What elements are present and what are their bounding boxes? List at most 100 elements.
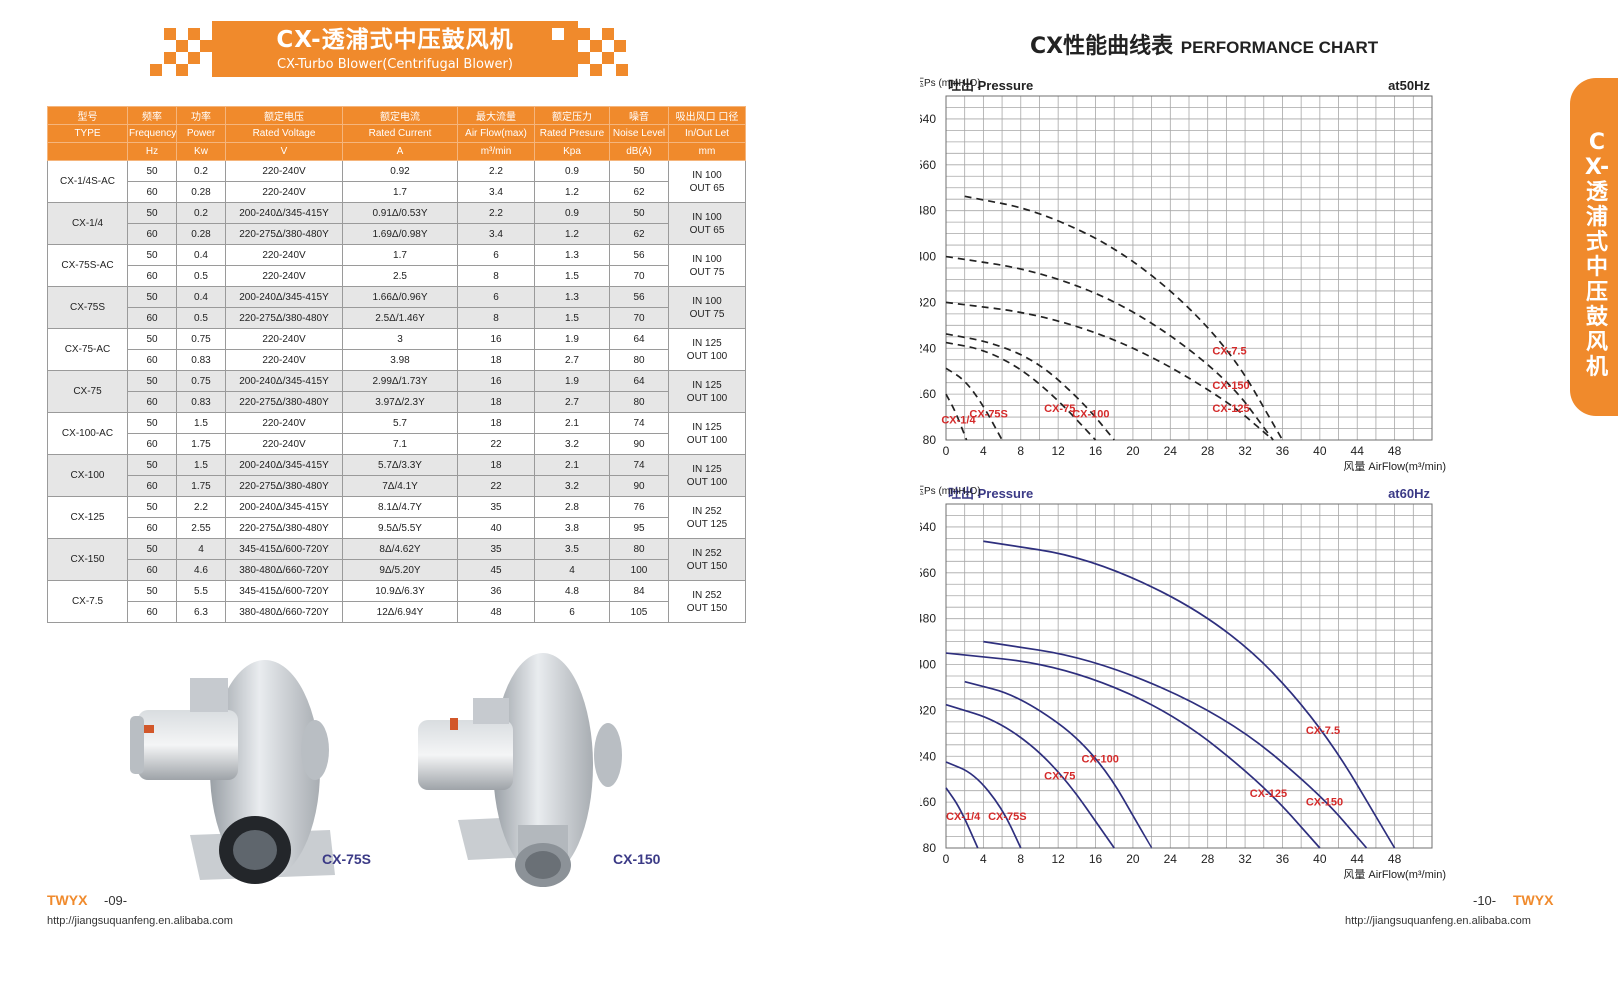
table-cell: 36 xyxy=(457,580,535,602)
table-cell: 5.5 xyxy=(176,580,226,602)
series-line-cx-1-4 xyxy=(945,393,968,441)
model-name: CX-100-AC xyxy=(47,412,128,455)
table-header-cell: 频率 xyxy=(127,106,177,125)
series-label: CX-75S xyxy=(988,811,1027,823)
table-header-cell: Kpa xyxy=(534,142,610,161)
table-header-cell: mm xyxy=(668,142,746,161)
port-in: IN 252 xyxy=(692,547,722,559)
table-cell: 220-275Δ/380-480Y xyxy=(225,223,343,245)
x-tick-label: 8 xyxy=(1017,852,1024,866)
table-cell: 2.55 xyxy=(176,517,226,539)
series-label: CX-1/4 xyxy=(946,811,981,823)
page-number-right: -10- xyxy=(1473,893,1497,908)
series-label: CX-1/4 xyxy=(941,414,976,426)
port-size: IN 100 OUT 65 xyxy=(668,202,746,245)
blower-photo-cx-75s xyxy=(130,660,335,884)
blower-photo-cx-150 xyxy=(418,653,622,887)
table-cell: 2.5 xyxy=(342,265,458,287)
port-in: IN 100 xyxy=(692,211,722,223)
checker-block xyxy=(150,64,162,76)
table-cell: 220-240V xyxy=(225,265,343,287)
model-name: CX-125 xyxy=(47,496,128,539)
table-cell: 50 xyxy=(127,202,177,224)
table-cell: 2.7 xyxy=(534,391,610,413)
x-tick-label: 8 xyxy=(1017,444,1024,458)
table-cell: 5.7 xyxy=(342,412,458,434)
x-tick-label: 44 xyxy=(1351,444,1365,458)
table-cell: 12Δ/6.94Y xyxy=(342,601,458,623)
table-cell: 7.1 xyxy=(342,433,458,455)
port-size: IN 252 OUT 150 xyxy=(668,580,746,623)
grid xyxy=(945,503,1433,849)
table-header-cell: m³/min xyxy=(457,142,535,161)
table-cell: 0.9 xyxy=(534,160,610,182)
table-header-cell: V xyxy=(225,142,343,161)
table-cell: 0.83 xyxy=(176,391,226,413)
table-cell: 4 xyxy=(176,538,226,560)
table-cell: 345-415Δ/600-720Y xyxy=(225,538,343,560)
table-cell: 50 xyxy=(127,580,177,602)
port-in: IN 100 xyxy=(692,169,722,181)
table-cell: 60 xyxy=(127,265,177,287)
table-row: 60 0.5 220-275Δ/380-480Y 2.5Δ/1.46Y 8 1.5 70 xyxy=(48,307,746,329)
table-cell: 0.9 xyxy=(534,202,610,224)
footer-url-left[interactable]: http://jiangsuquanfeng.en.alibaba.com xyxy=(47,915,233,927)
table-cell: 100 xyxy=(609,559,669,581)
table-cell: 50 xyxy=(127,286,177,308)
chart-frequency: at60Hz xyxy=(1388,486,1430,501)
table-cell: 90 xyxy=(609,433,669,455)
table-cell: 80 xyxy=(609,391,669,413)
port-in: IN 125 xyxy=(692,421,722,433)
port-out: OUT 100 xyxy=(686,392,728,404)
table-cell: 6.3 xyxy=(176,601,226,623)
table-row: CX-100 50 1.5 200-240Δ/345-415Y 5.7Δ/3.3Y 18 2… xyxy=(47,454,746,497)
table-cell: 220-240V xyxy=(225,181,343,203)
table-row: CX-1/4 50 0.2 200-240Δ/345-415Y 0.91Δ/0.53Y 2… xyxy=(47,202,746,245)
table-cell: 70 xyxy=(609,307,669,329)
table-row: 60 0.28 220-240V 1.7 3.4 1.2 62 xyxy=(48,181,746,203)
x-tick-label: 44 xyxy=(1351,852,1365,866)
table-cell: 7Δ/4.1Y xyxy=(342,475,458,497)
port-size: IN 252 OUT 150 xyxy=(668,538,746,581)
table-cell: 1.3 xyxy=(534,244,610,266)
table-row: 60 0.28 220-275Δ/380-480Y 1.69Δ/0.98Y 3.4 1.2… xyxy=(48,223,746,245)
table-header-cell: Rated Presure xyxy=(534,124,610,143)
table-row: CX-1/4S-AC 50 0.2 220-240V 0.92 2.2 0.9 50 IN 10… xyxy=(47,160,746,203)
table-header-cell: 最大流量 xyxy=(457,106,535,125)
model-name: CX-75S-AC xyxy=(47,244,128,287)
table-row: CX-75-AC 50 0.75 220-240V 3 16 1.9 64 IN 125 OUT … xyxy=(47,328,746,371)
table-row: 60 1.75 220-240V 7.1 22 3.2 90 xyxy=(48,433,746,455)
port-out: OUT 75 xyxy=(689,308,725,320)
table-cell: 16 xyxy=(457,328,535,350)
port-out: OUT 150 xyxy=(686,560,728,572)
series-line-cx-7-5 xyxy=(983,540,1396,849)
model-name: CX-7.5 xyxy=(47,580,128,623)
table-cell: 380-480Δ/660-720Y xyxy=(225,559,343,581)
series-label: CX-75S xyxy=(969,409,1008,421)
table-cell: 3.97Δ/2.3Y xyxy=(342,391,458,413)
x-axis-label: 风量 AirFlow(m³/min) xyxy=(1343,460,1446,473)
port-in: IN 252 xyxy=(692,589,722,601)
table-cell: 380-480Δ/660-720Y xyxy=(225,601,343,623)
table-cell: 9Δ/5.20Y xyxy=(342,559,458,581)
title-banner: CX-透浦式中压鼓风机 CX-Turbo Blower(Centrifugal … xyxy=(150,18,640,80)
x-tick-label: 32 xyxy=(1238,852,1252,866)
table-row: 60 0.5 220-240V 2.5 8 1.5 70 xyxy=(48,265,746,287)
port-out: OUT 65 xyxy=(689,224,725,236)
checker-block xyxy=(176,64,188,76)
model-name: CX-1/4 xyxy=(47,202,128,245)
table-cell: 2.7 xyxy=(534,349,610,371)
footer-url-right[interactable]: http://jiangsuquanfeng.en.alibaba.com xyxy=(1345,915,1531,927)
table-cell: 9.5Δ/5.5Y xyxy=(342,517,458,539)
table-row: CX-75 50 0.75 200-240Δ/345-415Y 2.99Δ/1.73Y 1… xyxy=(47,370,746,413)
table-cell: 0.75 xyxy=(176,370,226,392)
series-label: CX-7.5 xyxy=(1212,346,1246,358)
port-size: IN 100 OUT 75 xyxy=(668,244,746,287)
y-tick-label: 560 xyxy=(920,158,936,172)
table-cell: 0.91Δ/0.53Y xyxy=(342,202,458,224)
y-tick-label: 560 xyxy=(920,566,936,580)
table-cell: 16 xyxy=(457,370,535,392)
x-tick-label: 36 xyxy=(1276,444,1290,458)
table-cell: 76 xyxy=(609,496,669,518)
